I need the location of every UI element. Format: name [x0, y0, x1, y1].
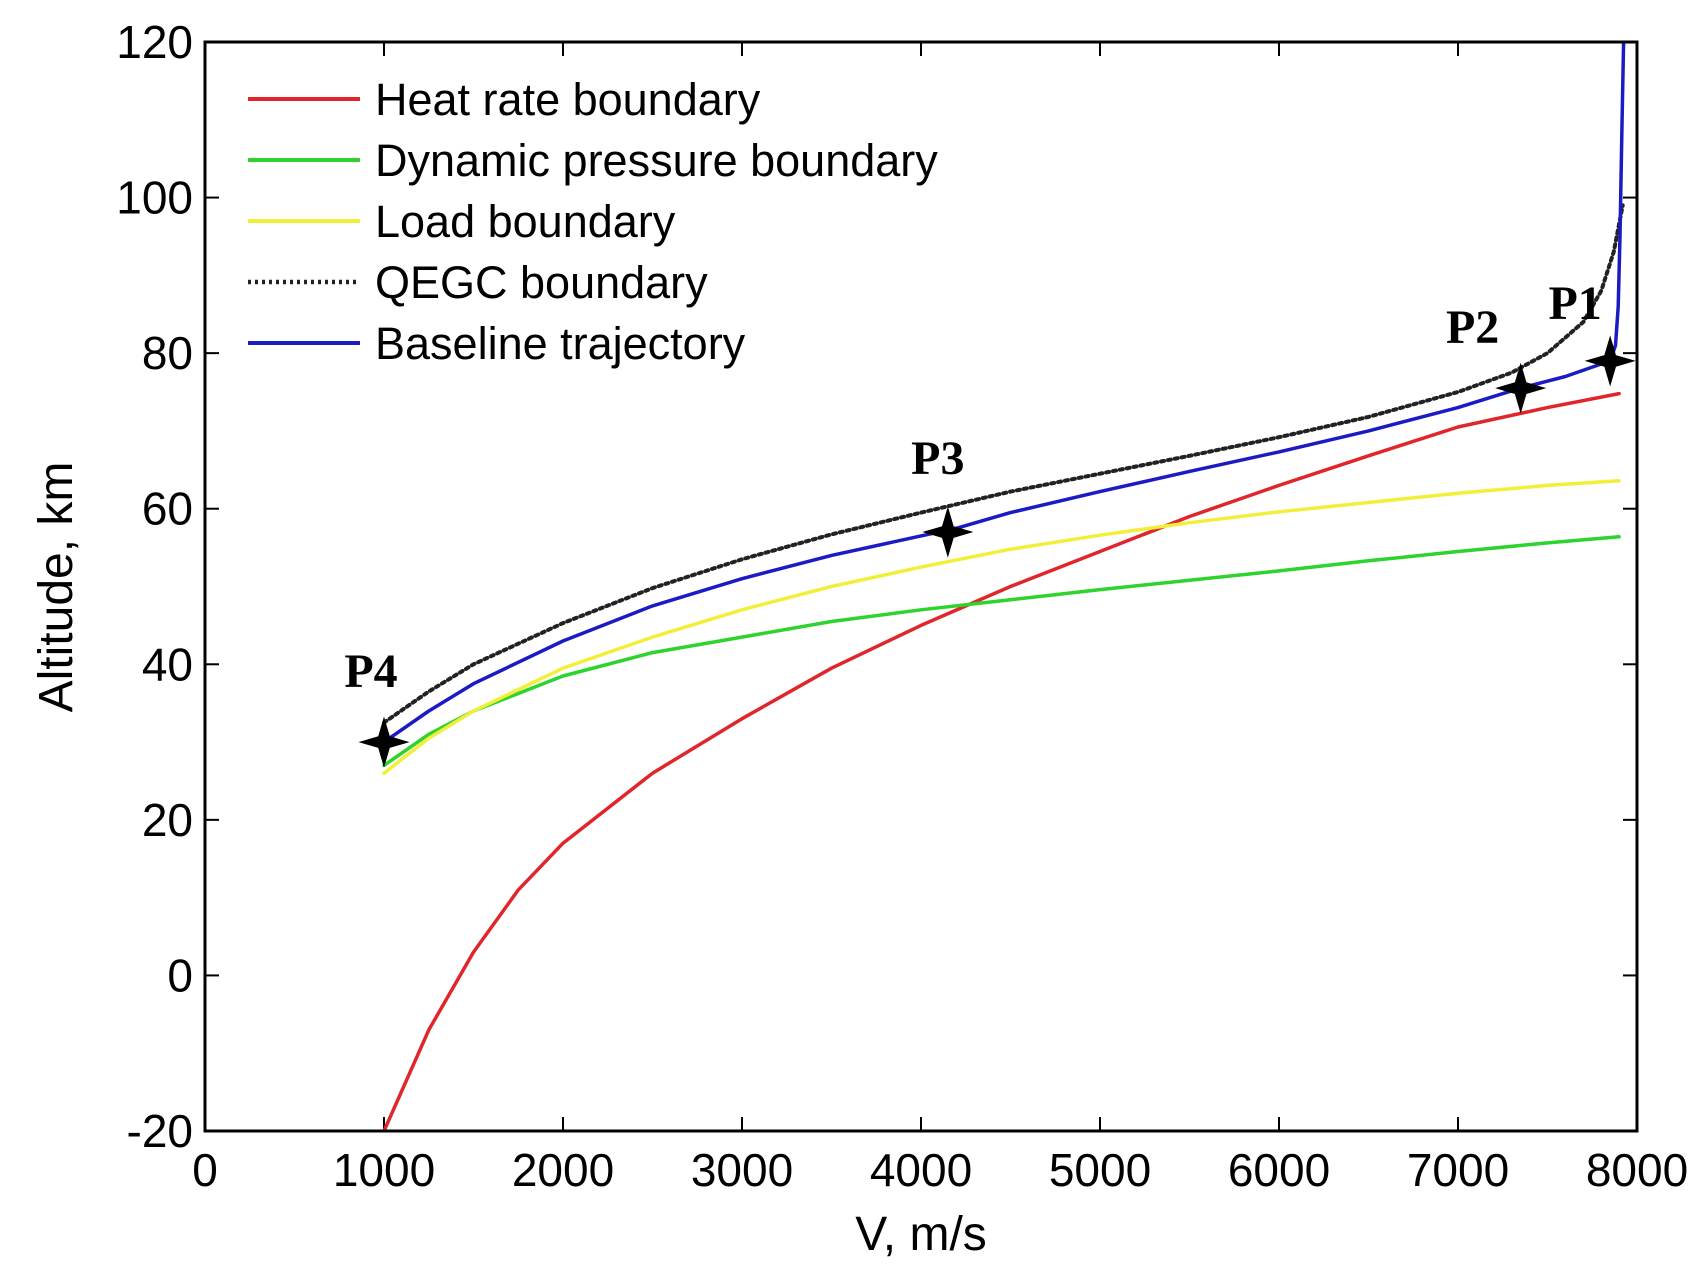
axis-ticks: 0 1000 2000 3000 4000 5000 6000 7000 8000-200204… — [116, 16, 1688, 1196]
point-marker-p1 — [1584, 335, 1636, 387]
point-marker-p2 — [1495, 362, 1547, 414]
legend: Heat rate boundary Dynamic pressure bound… — [248, 74, 938, 369]
point-star-p2 — [1495, 362, 1547, 414]
x-tick-label: 4000 — [870, 1144, 972, 1196]
point-label-p3: P3 — [911, 432, 964, 485]
point-label-p4: P4 — [344, 645, 397, 698]
y-tick-label: 40 — [142, 638, 193, 690]
legend-label-1: Heat rate boundary — [375, 74, 761, 125]
series-line-4 — [382, 203, 1625, 725]
legend-label-3: Load boundary — [375, 196, 676, 247]
point-marker-p4 — [358, 716, 410, 768]
legend-label-5: Baseline trajectory — [375, 318, 746, 369]
x-tick-label: 0 — [192, 1144, 218, 1196]
series-lines — [382, 42, 1626, 1131]
x-tick-label: 7000 — [1407, 1144, 1509, 1196]
legend-label-2: Dynamic pressure boundary — [375, 135, 938, 186]
series-line-1 — [382, 391, 1621, 1131]
x-tick-label: 3000 — [691, 1144, 793, 1196]
x-tick-label: 2000 — [512, 1144, 614, 1196]
marked-points: P1 P2 P3 P4 — [344, 277, 1636, 768]
plot-frame — [203, 40, 1639, 1133]
legend-label-4: QEGC boundary — [375, 257, 708, 308]
series-line-2 — [382, 534, 1621, 768]
x-tick-label: 1000 — [333, 1144, 435, 1196]
point-label-p2: P2 — [1446, 301, 1499, 354]
y-tick-label: 60 — [142, 483, 193, 535]
series-line-5 — [382, 42, 1626, 744]
y-tick-label: 20 — [142, 794, 193, 846]
point-star-p4 — [358, 716, 410, 768]
x-axis-title: V, m/s — [855, 1208, 987, 1261]
y-tick-label: 80 — [142, 327, 193, 379]
point-marker-p3 — [922, 506, 974, 558]
x-tick-label: 6000 — [1228, 1144, 1330, 1196]
series-line-3 — [382, 478, 1621, 775]
point-star-p3 — [922, 506, 974, 558]
x-tick-label: 8000 — [1586, 1144, 1688, 1196]
x-tick-label: 5000 — [1049, 1144, 1151, 1196]
y-tick-label: 120 — [116, 16, 193, 68]
y-tick-label: 100 — [116, 172, 193, 224]
point-label-p1: P1 — [1548, 277, 1601, 330]
point-star-p1 — [1584, 335, 1636, 387]
y-tick-label: 0 — [167, 949, 193, 1001]
y-tick-label: -20 — [127, 1105, 193, 1157]
y-axis-title: Altitude, km — [30, 462, 83, 713]
